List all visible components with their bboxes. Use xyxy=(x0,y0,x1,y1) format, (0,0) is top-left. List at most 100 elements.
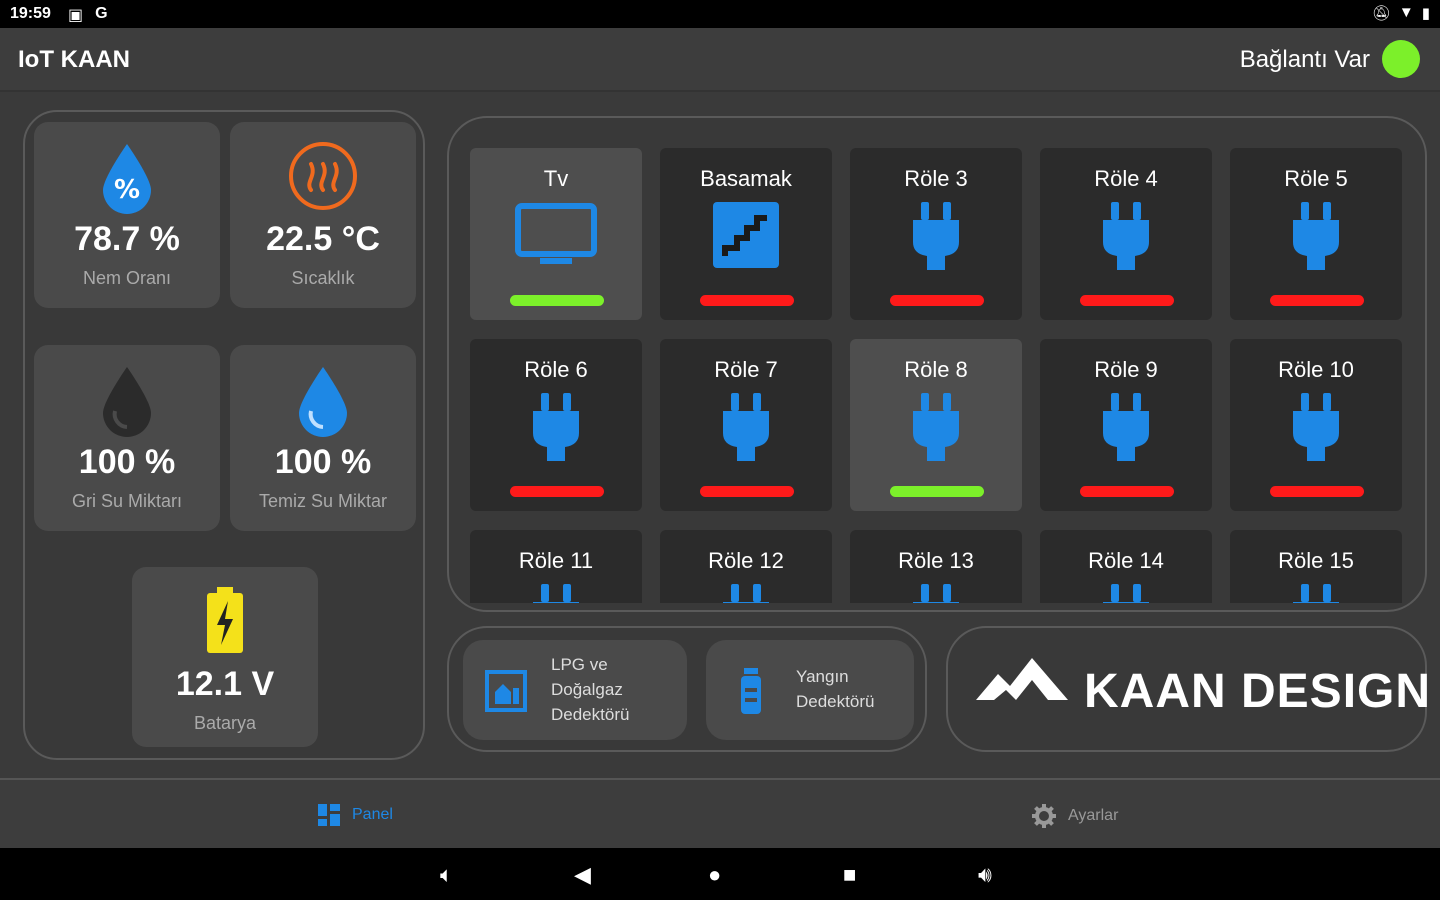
relay-name: Röle 3 xyxy=(904,166,968,191)
relay-status-bar xyxy=(1270,295,1364,306)
plug-icon xyxy=(531,584,581,603)
gray-water-label: Gri Su Miktarı xyxy=(71,491,182,511)
brand-text: KAAN DESIGN xyxy=(1084,665,1432,718)
gray-water-drop-icon xyxy=(103,367,151,437)
mute-icon: 🔕︎ xyxy=(1371,5,1391,22)
gas-detector-icon xyxy=(485,670,527,712)
relay-card[interactable]: Röle 13 xyxy=(850,530,1022,603)
relay-card[interactable]: Röle 9 xyxy=(1040,339,1212,511)
relay-status-bar xyxy=(890,295,984,306)
system-navigation-bar: 🔈︎ ◀ ● ■ 🔊︎ xyxy=(0,848,1440,900)
temperature-value: 22.5 °C xyxy=(266,220,380,258)
plug-icon xyxy=(531,393,581,466)
relay-card[interactable]: Röle 7 xyxy=(660,339,832,511)
fire-extinguisher-icon xyxy=(741,668,761,714)
connection-status-text: Bağlantı Var xyxy=(1239,46,1370,73)
battery-label: Batarya xyxy=(193,713,257,733)
relay-card[interactable]: Röle 10 xyxy=(1230,339,1402,511)
relay-card[interactable]: Röle 8 xyxy=(850,339,1022,511)
volume-up-icon[interactable]: 🔊︎ xyxy=(978,862,992,887)
battery-value: 12.1 V xyxy=(175,665,275,703)
gas-detector-button[interactable]: LPG ve Doğalgaz Dedektörü xyxy=(463,640,687,740)
relay-status-bar xyxy=(890,486,984,497)
plug-icon xyxy=(1291,202,1341,275)
relay-name: Röle 7 xyxy=(714,357,778,382)
volume-down-icon[interactable]: 🔈︎ xyxy=(440,862,454,887)
nav-panel[interactable]: Panel xyxy=(318,804,393,826)
humidity-drop-icon: % xyxy=(103,144,151,214)
relay-name: Röle 12 xyxy=(708,548,784,573)
app-title: IoT KAAN xyxy=(18,46,130,73)
relay-name: Röle 4 xyxy=(1094,166,1158,191)
plug-icon xyxy=(911,202,961,275)
nav-settings[interactable]: Ayarlar xyxy=(1032,804,1118,828)
humidity-label: Nem Oranı xyxy=(82,268,172,288)
fire-detector-button[interactable]: Yangın Dedektörü xyxy=(706,640,914,740)
wifi-icon: ▼ xyxy=(1398,4,1414,21)
relay-status-bar xyxy=(1080,486,1174,497)
battery-icon: ▮ xyxy=(1421,5,1430,22)
relay-name: Röle 6 xyxy=(524,357,588,382)
back-icon[interactable]: ◀ xyxy=(574,862,591,887)
humidity-value: 78.7 % xyxy=(74,220,180,258)
nav-panel-label: Panel xyxy=(352,806,393,823)
relay-card[interactable]: Röle 15 xyxy=(1230,530,1402,603)
relay-card[interactable]: Basamak xyxy=(660,148,832,320)
relay-status-bar xyxy=(700,486,794,497)
sensor-temperature: 22.5 °C Sıcaklık xyxy=(230,122,416,308)
relay-status-bar xyxy=(1080,295,1174,306)
relay-grid: Tv Basamak Röle 3 Röle 4 Röle 5 Röle 6 Röle 7 R… xyxy=(470,148,1410,603)
relay-status-bar xyxy=(1270,486,1364,497)
status-time: 19:59 xyxy=(10,5,51,22)
status-bar: 19:59 ▣ G 🔕︎ ▼ ▮ xyxy=(0,0,1440,28)
heat-icon xyxy=(289,142,357,210)
plug-icon xyxy=(1101,202,1151,275)
google-icon: G xyxy=(95,5,108,22)
app-bar: IoT KAAN Bağlantı Var xyxy=(0,28,1440,92)
plug-icon xyxy=(1291,393,1341,466)
sensor-clean-water: 100 % Temiz Su Miktar xyxy=(230,345,416,531)
clean-water-value: 100 % xyxy=(274,443,372,481)
mountain-logo-icon xyxy=(976,658,1068,700)
relay-card[interactable]: Röle 3 xyxy=(850,148,1022,320)
brand-panel: KAAN DESIGN xyxy=(946,626,1430,752)
fire-detector-line-1: Yangın xyxy=(796,667,849,686)
clean-water-label: Temiz Su Miktar xyxy=(258,491,388,511)
image-icon: ▣ xyxy=(68,7,84,24)
relay-card[interactable]: Röle 6 xyxy=(470,339,642,511)
tv-icon xyxy=(514,202,598,273)
plug-icon xyxy=(911,584,961,603)
relay-name: Röle 5 xyxy=(1284,166,1348,191)
gas-detector-line-3: Dedektörü xyxy=(551,705,630,724)
gas-detector-line-2: Doğalgaz xyxy=(551,680,623,699)
relay-status-bar xyxy=(510,486,604,497)
relay-card[interactable]: Röle 12 xyxy=(660,530,832,603)
relay-name: Röle 15 xyxy=(1278,548,1354,573)
svg-text:%: % xyxy=(114,175,140,205)
relay-name: Röle 14 xyxy=(1088,548,1164,573)
gas-detector-line-1: LPG ve xyxy=(551,655,608,674)
sensor-humidity: % 78.7 % Nem Oranı xyxy=(34,122,220,308)
relay-card[interactable]: Röle 14 xyxy=(1040,530,1212,603)
plug-icon xyxy=(911,393,961,466)
relay-name: Röle 9 xyxy=(1094,357,1158,382)
relay-card[interactable]: Röle 11 xyxy=(470,530,642,603)
sensor-gray-water: 100 % Gri Su Miktarı xyxy=(34,345,220,531)
gray-water-value: 100 % xyxy=(78,443,176,481)
relay-name: Röle 13 xyxy=(898,548,974,573)
relay-name: Tv xyxy=(543,166,569,191)
relay-name: Basamak xyxy=(700,166,792,191)
stairs-icon xyxy=(713,202,779,273)
relay-card[interactable]: Tv xyxy=(470,148,642,320)
relay-status-bar xyxy=(510,295,604,306)
dashboard-icon xyxy=(318,804,340,826)
relay-card[interactable]: Röle 5 xyxy=(1230,148,1402,320)
recents-icon[interactable]: ■ xyxy=(843,862,857,887)
temperature-label: Sıcaklık xyxy=(291,268,355,288)
home-icon[interactable]: ● xyxy=(708,862,722,887)
plug-icon xyxy=(1291,584,1341,603)
relay-name: Röle 11 xyxy=(518,548,594,573)
relay-card[interactable]: Röle 4 xyxy=(1040,148,1212,320)
relay-name: Röle 10 xyxy=(1278,357,1354,382)
gear-icon xyxy=(1032,804,1056,828)
